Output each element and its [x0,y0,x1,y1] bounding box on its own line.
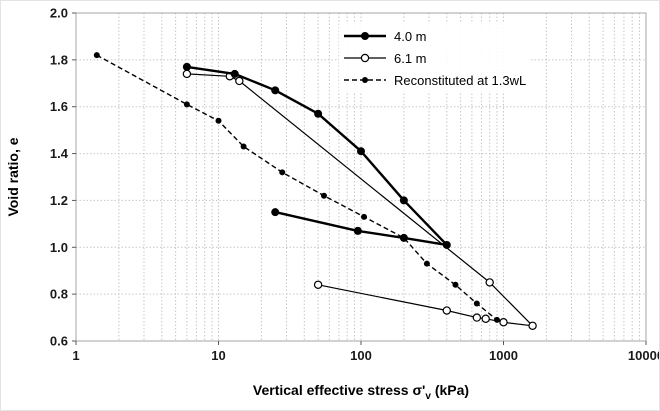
y-tick-label: 1.6 [50,99,68,114]
y-tick-label: 0.8 [50,287,68,302]
data-point-marker [485,278,494,287]
legend-label: 6.1 m [394,50,427,66]
data-point-marker [215,117,222,124]
legend-label: 4.0 m [394,28,427,44]
data-point-marker [240,143,247,150]
legend-sample-line [344,53,386,63]
x-tick-label: 1000 [489,348,518,363]
data-point-marker [183,101,190,108]
data-point-marker [399,196,408,205]
series-line-6-1-m [186,73,534,327]
data-point-marker [357,147,365,156]
data-point-marker [271,208,280,217]
y-tick-label: 1.4 [50,146,69,161]
legend-item: 6.1 m [343,47,526,69]
data-point-marker [442,306,451,315]
data-point-marker [473,300,480,307]
data-point-marker [442,240,451,249]
y-tick-label: 1.2 [50,193,68,208]
data-point-marker [499,318,508,327]
data-point-marker [182,62,191,71]
data-point-marker [321,192,328,199]
x-axis-title-sub: v [425,390,431,402]
legend-item: 4.0 m [343,25,526,47]
data-point-marker [279,169,286,176]
legend-item: Reconstituted at 1.3wL [343,69,526,91]
data-point-marker [314,109,323,118]
y-axis-title-text: Void ratio, e [5,137,21,217]
y-tick-label: 2.0 [50,6,68,21]
data-point-marker [399,233,408,242]
data-point-marker [182,69,192,79]
y-tick-label: 1.8 [50,52,68,67]
legend: 4.0 m 6.1 m Reconstituted at 1.3wL [339,23,531,93]
x-tick-label: 10 [211,348,225,363]
x-axis-title: Vertical effective stress σ'v (kPa) [76,382,646,402]
data-point-marker [423,260,430,267]
data-point-marker [353,226,362,235]
legend-label: Reconstituted at 1.3wL [394,72,527,88]
legend-sample-line [344,32,386,40]
x-axis-title-prefix: Vertical effective stress σ' [252,382,426,398]
data-point-marker [235,76,244,86]
y-tick-label: 0.6 [50,334,68,349]
series-line-4-0-m [186,65,448,247]
data-point-marker [230,69,239,78]
data-point-marker [481,314,490,323]
data-point-marker [313,280,323,289]
data-point-marker [271,86,280,95]
y-axis-title: Void ratio, e [5,13,23,341]
series-line-reconstituted-at-1-3wl [96,54,498,321]
x-tick-label: 100 [350,348,372,363]
y-tick-label: 1.0 [50,240,68,255]
x-axis-title-suffix: (kPa) [430,382,470,398]
data-point-marker [528,321,537,330]
data-point-marker [452,281,459,288]
data-point-marker [472,313,482,322]
data-point-marker [361,213,368,220]
legend-sample-line [344,77,386,83]
data-point-marker [93,52,100,59]
x-tick-label: 1 [72,348,79,363]
